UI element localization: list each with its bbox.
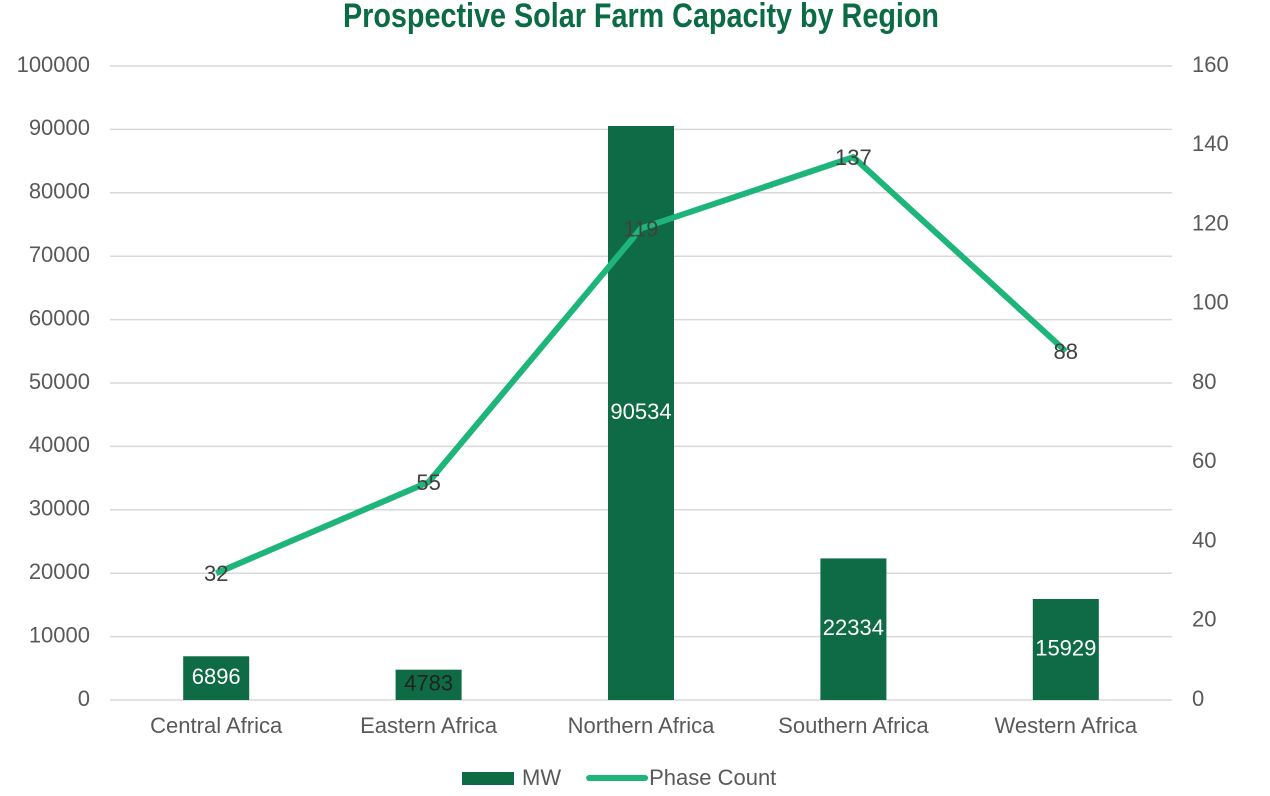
y2-tick-label: 60	[1192, 448, 1216, 473]
y-tick-label: 50000	[29, 369, 90, 394]
bar-value-label: 4783	[404, 671, 453, 696]
y2-tick-label: 20	[1192, 607, 1216, 632]
bar	[395, 669, 462, 700]
y2-tick-label: 120	[1192, 210, 1229, 235]
x-tick-label: Western Africa	[994, 713, 1137, 738]
y-tick-label: 60000	[29, 305, 90, 330]
y2-tick-label: 100	[1192, 290, 1229, 315]
y2-tick-label: 140	[1192, 131, 1229, 156]
bar-value-label: 6896	[192, 664, 241, 689]
chart-title: Prospective Solar Farm Capacity by Regio…	[343, 0, 939, 35]
bar	[1032, 599, 1099, 700]
x-tick-label: Northern Africa	[568, 713, 715, 738]
legend-swatch	[462, 772, 514, 785]
y-tick-label: 20000	[29, 559, 90, 584]
y-tick-label: 40000	[29, 432, 90, 457]
y-tick-label: 10000	[29, 622, 90, 647]
x-tick-label: Central Africa	[150, 713, 283, 738]
x-tick-label: Southern Africa	[778, 713, 929, 738]
y-tick-label: 0	[78, 686, 90, 711]
y2-tick-label: 0	[1192, 686, 1204, 711]
line-value-label: 55	[416, 470, 440, 495]
line	[215, 154, 1068, 576]
line-value-label: 32	[204, 561, 228, 586]
y2-tick-label: 40	[1192, 527, 1216, 552]
x-tick-label: Eastern Africa	[360, 713, 498, 738]
line-value-label: 137	[835, 145, 872, 170]
legend-label: MW	[522, 765, 561, 790]
y-tick-label: 80000	[29, 179, 90, 204]
bar	[820, 558, 887, 700]
bar-value-label: 15929	[1035, 635, 1096, 660]
line-value-label: 88	[1054, 339, 1078, 364]
line-value-label: 119	[623, 216, 658, 241]
y-tick-label: 90000	[29, 115, 90, 140]
y-tick-label: 70000	[29, 242, 90, 267]
bar-value-label: 22334	[823, 615, 884, 640]
y2-tick-label: 80	[1192, 369, 1216, 394]
y2-tick-label: 160	[1192, 52, 1229, 77]
bar-value-label: 90534	[610, 399, 671, 424]
bar	[183, 656, 250, 700]
legend-label: Phase Count	[649, 765, 776, 790]
y-tick-label: 30000	[29, 496, 90, 521]
y-tick-label: 100000	[17, 52, 90, 77]
